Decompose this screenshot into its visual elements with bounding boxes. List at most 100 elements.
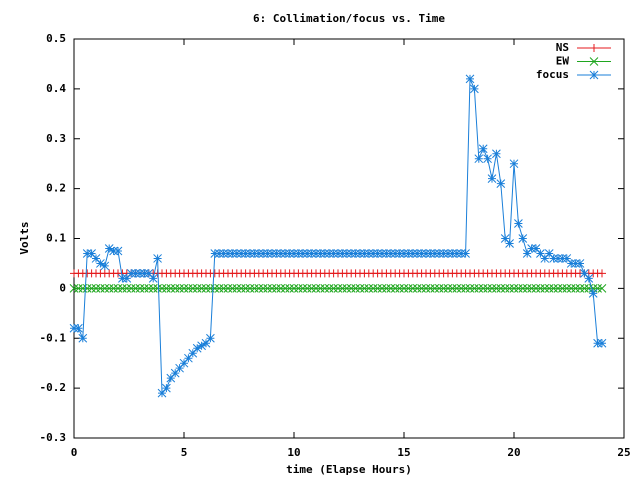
point-marker	[135, 284, 145, 293]
point-marker	[122, 274, 132, 283]
point-marker	[434, 284, 444, 293]
point-marker	[236, 284, 246, 293]
point-marker	[157, 284, 167, 293]
point-marker	[558, 254, 567, 263]
point-marker	[553, 284, 563, 293]
point-marker	[518, 284, 528, 293]
point-marker	[461, 284, 470, 293]
point-marker	[439, 284, 448, 293]
point-marker	[122, 284, 132, 293]
point-marker	[531, 244, 541, 253]
point-marker	[549, 254, 558, 263]
point-marker	[575, 259, 585, 268]
point-marker	[170, 284, 180, 293]
y-tick-label: 0	[59, 281, 66, 294]
point-marker	[514, 219, 523, 228]
point-marker	[478, 284, 488, 293]
point-marker	[228, 284, 237, 293]
legend-label: NS	[556, 41, 569, 54]
point-marker	[360, 284, 369, 293]
point-marker	[250, 284, 259, 293]
point-marker	[373, 249, 382, 258]
point-marker	[439, 249, 448, 258]
x-tick-label: 10	[287, 446, 300, 459]
point-marker	[368, 284, 378, 293]
point-marker	[509, 159, 519, 169]
point-marker	[298, 284, 308, 293]
point-marker	[188, 348, 198, 358]
point-marker	[324, 249, 334, 258]
point-marker	[210, 249, 220, 258]
point-marker	[219, 249, 228, 258]
point-marker	[333, 249, 343, 258]
x-tick-label: 5	[181, 446, 188, 459]
point-marker	[355, 249, 365, 258]
point-marker	[162, 284, 171, 293]
point-marker	[316, 284, 325, 293]
point-marker	[307, 249, 316, 258]
point-marker	[434, 249, 444, 258]
point-marker	[104, 244, 114, 253]
point-marker	[478, 144, 488, 154]
point-marker	[223, 284, 233, 293]
point-marker	[276, 249, 286, 258]
point-marker	[87, 284, 96, 293]
legend-marker	[589, 57, 599, 66]
point-marker	[329, 249, 338, 258]
point-marker	[505, 239, 514, 248]
point-marker	[144, 284, 154, 293]
point-marker	[131, 269, 140, 278]
point-marker	[100, 261, 110, 271]
point-marker	[91, 284, 101, 293]
point-marker	[69, 323, 79, 333]
point-marker	[566, 259, 576, 268]
point-marker	[82, 284, 92, 293]
legend-label: focus	[536, 68, 569, 81]
point-marker	[598, 269, 606, 278]
point-marker	[298, 249, 308, 258]
point-marker	[351, 284, 360, 293]
point-marker	[395, 284, 404, 293]
point-marker	[487, 284, 497, 293]
point-marker	[342, 284, 352, 293]
point-marker	[179, 358, 189, 368]
point-marker	[135, 269, 145, 278]
point-marker	[241, 284, 250, 293]
point-marker	[470, 284, 479, 293]
point-marker	[514, 284, 523, 293]
point-marker	[109, 246, 118, 256]
point-marker	[153, 254, 162, 263]
point-marker	[522, 284, 532, 293]
point-marker	[364, 249, 374, 258]
point-marker	[496, 284, 506, 293]
point-marker	[390, 249, 400, 258]
point-marker	[443, 249, 453, 258]
legend-marker	[589, 70, 599, 80]
point-marker	[580, 269, 589, 278]
point-marker	[109, 284, 118, 293]
point-marker	[395, 249, 404, 258]
point-marker	[285, 284, 294, 293]
point-marker	[324, 284, 334, 293]
point-marker	[342, 249, 352, 258]
point-marker	[104, 284, 114, 293]
point-marker	[250, 249, 259, 258]
y-axis-label: Volts	[18, 221, 31, 254]
point-marker	[82, 249, 92, 258]
y-tick-label: 0.3	[46, 132, 66, 145]
point-marker	[483, 154, 492, 164]
point-marker	[214, 249, 224, 258]
point-marker	[267, 249, 277, 258]
point-marker	[571, 259, 580, 268]
x-tick-label: 15	[397, 446, 410, 459]
x-tick-label: 0	[71, 446, 78, 459]
y-tick-label: 0.1	[46, 232, 66, 245]
point-marker	[96, 259, 105, 268]
point-marker	[399, 284, 409, 293]
point-marker	[421, 284, 431, 293]
point-marker	[540, 254, 550, 263]
point-marker	[210, 284, 220, 293]
point-marker	[289, 249, 299, 258]
y-tick-label: -0.3	[40, 431, 67, 444]
